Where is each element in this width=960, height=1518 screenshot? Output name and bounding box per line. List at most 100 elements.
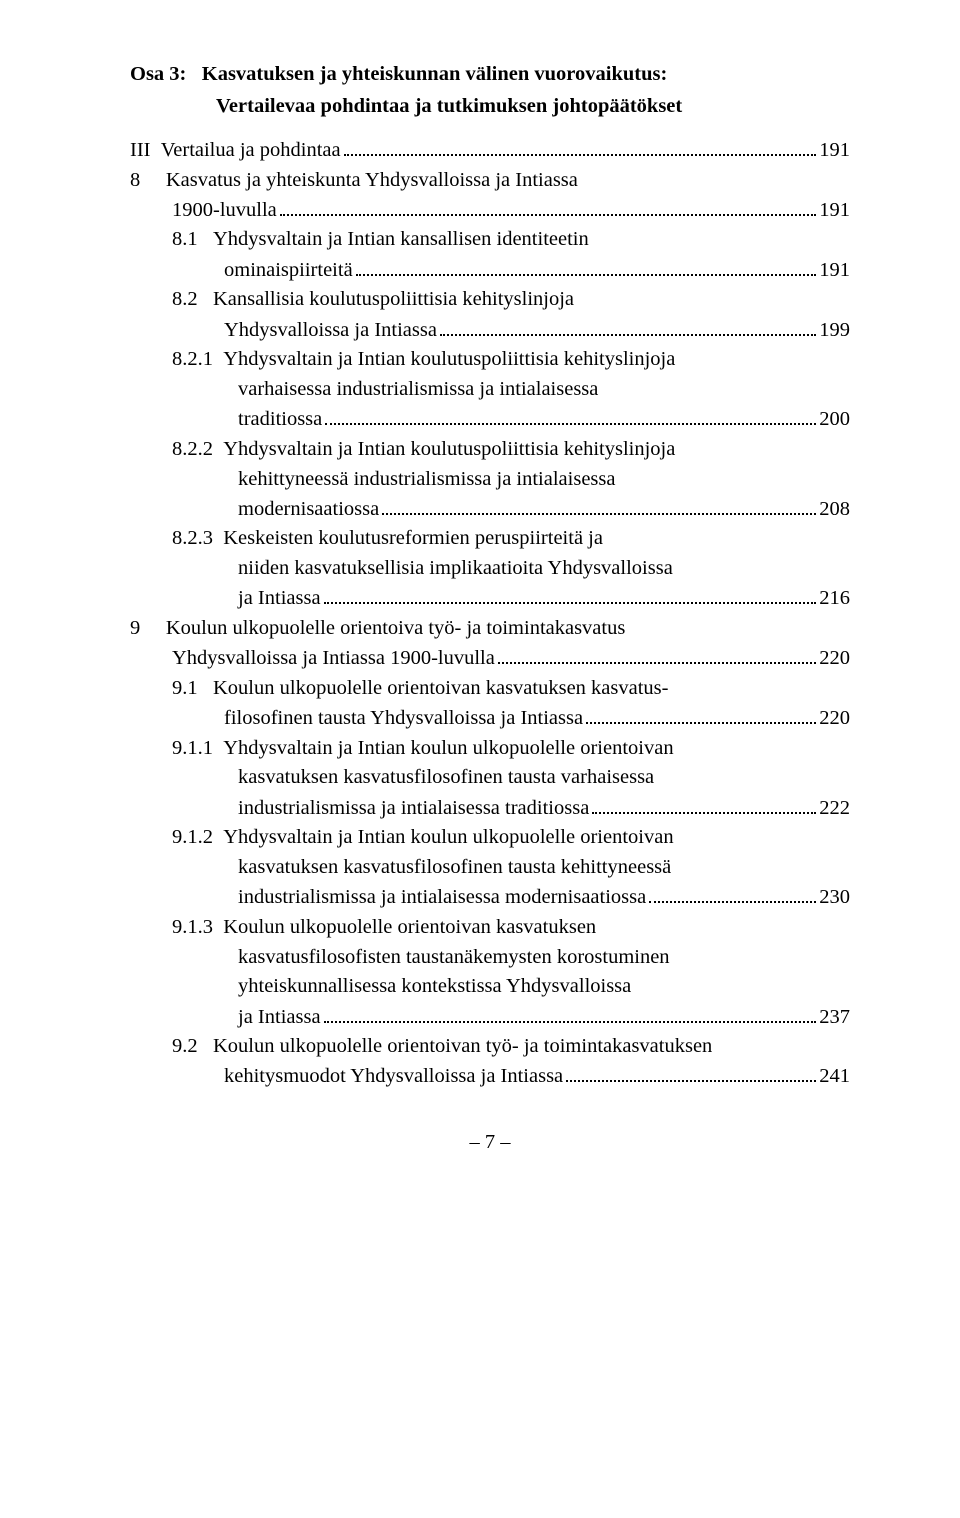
toc-text: 1900-luvulla bbox=[172, 196, 277, 226]
page-number: – 7 – bbox=[130, 1128, 850, 1158]
toc-number: 9.1 bbox=[172, 674, 198, 704]
toc-entry: 8.2.3 Keskeisten koulutusreformien perus… bbox=[130, 524, 850, 554]
toc-text: yhteiskunnallisessa kontekstissa Yhdysva… bbox=[238, 972, 631, 1002]
toc-entry-cont: filosofinen tausta Yhdysvalloissa ja Int… bbox=[130, 704, 850, 734]
osa-title-line1: Kasvatuksen ja yhteiskunnan välinen vuor… bbox=[202, 60, 668, 90]
toc-leader bbox=[586, 704, 816, 724]
toc-number: 8.2.3 bbox=[172, 524, 213, 554]
toc-text: kasvatuksen kasvatusfilosofinen tausta v… bbox=[238, 763, 654, 793]
toc-leader bbox=[592, 793, 816, 813]
toc-page: 237 bbox=[819, 1003, 850, 1033]
toc-text: kehittyneessä industrialismissa ja intia… bbox=[238, 465, 615, 495]
toc-text: Yhdysvalloissa ja Intiassa bbox=[224, 316, 437, 346]
toc-text: Koulun ulkopuolelle orientoiva työ- ja t… bbox=[166, 614, 625, 644]
toc-text: industrialismissa ja intialaisessa tradi… bbox=[238, 794, 589, 824]
toc-text: Yhdysvaltain ja Intian koulun ulkopuolel… bbox=[223, 823, 673, 853]
toc-leader bbox=[324, 1002, 817, 1022]
toc-leader bbox=[325, 405, 816, 425]
toc-page: 220 bbox=[819, 704, 850, 734]
toc-entry-cont: yhteiskunnallisessa kontekstissa Yhdysva… bbox=[130, 972, 850, 1002]
osa-label: Osa 3: bbox=[130, 60, 186, 90]
toc-entry-cont: ja Intiassa 237 bbox=[130, 1002, 850, 1032]
toc-entry-cont: Yhdysvalloissa ja Intiassa 1900-luvulla … bbox=[130, 644, 850, 674]
toc-text: Kasvatus ja yhteiskunta Yhdysvalloissa j… bbox=[166, 166, 578, 196]
toc-number: 8.2 bbox=[172, 285, 198, 315]
toc-entry-cont: modernisaatiossa 208 bbox=[130, 494, 850, 524]
toc-entry: 9.1.2 Yhdysvaltain ja Intian koulun ulko… bbox=[130, 823, 850, 853]
toc-text: kehitysmuodot Yhdysvalloissa ja Intiassa bbox=[224, 1062, 563, 1092]
toc-entry: 9.1.3 Koulun ulkopuolelle orientoivan ka… bbox=[130, 913, 850, 943]
toc-text: varhaisessa industrialismissa ja intiala… bbox=[238, 375, 598, 405]
toc-entry-cont: niiden kasvatuksellisia implikaatioita Y… bbox=[130, 554, 850, 584]
toc-entry-cont: varhaisessa industrialismissa ja intiala… bbox=[130, 375, 850, 405]
toc-number: 9.1.2 bbox=[172, 823, 213, 853]
toc-text: Kansallisia koulutuspoliittisia kehitysl… bbox=[213, 285, 574, 315]
toc-entry: 8.2.1 Yhdysvaltain ja Intian koulutuspol… bbox=[130, 345, 850, 375]
toc-text: Yhdysvaltain ja Intian koulutuspoliittis… bbox=[223, 345, 675, 375]
toc-page: 191 bbox=[819, 136, 850, 166]
toc-text: traditiossa bbox=[238, 405, 322, 435]
osa-title-line2: Vertailevaa pohdintaa ja tutkimuksen joh… bbox=[216, 92, 850, 122]
toc-page: 208 bbox=[819, 495, 850, 525]
toc-entry: 9 Koulun ulkopuolelle orientoiva työ- ja… bbox=[130, 614, 850, 644]
toc-leader bbox=[649, 883, 816, 903]
toc-page: 222 bbox=[819, 794, 850, 824]
toc-page: 241 bbox=[819, 1062, 850, 1092]
toc-entry: III Vertailua ja pohdintaa 191 bbox=[130, 135, 850, 165]
osa-heading: Osa 3: Kasvatuksen ja yhteiskunnan välin… bbox=[130, 60, 850, 90]
toc-number: 9.1.1 bbox=[172, 734, 213, 764]
toc-entry-cont: ja Intiassa 216 bbox=[130, 584, 850, 614]
toc-number: 8.2.2 bbox=[172, 435, 213, 465]
toc-leader bbox=[324, 584, 817, 604]
toc-text: modernisaatiossa bbox=[238, 495, 379, 525]
toc-text: Yhdysvaltain ja Intian koulutuspoliittis… bbox=[223, 435, 675, 465]
toc-text: Vertailua ja pohdintaa bbox=[161, 136, 341, 166]
toc-text: kasvatuksen kasvatusfilosofinen tausta k… bbox=[238, 853, 671, 883]
toc-leader bbox=[566, 1062, 816, 1082]
toc-text: Yhdysvalloissa ja Intiassa 1900-luvulla bbox=[172, 644, 495, 674]
toc-text: ja Intiassa bbox=[238, 1003, 321, 1033]
toc-entry: 8.2.2 Yhdysvaltain ja Intian koulutuspol… bbox=[130, 435, 850, 465]
toc-page: 199 bbox=[819, 316, 850, 346]
toc-entry-cont: kehitysmuodot Yhdysvalloissa ja Intiassa… bbox=[130, 1062, 850, 1092]
toc-text: Koulun ulkopuolelle orientoivan kasvatuk… bbox=[223, 913, 596, 943]
toc-number: 9.1.3 bbox=[172, 913, 213, 943]
toc-entry-cont: industrialismissa ja intialaisessa moder… bbox=[130, 883, 850, 913]
toc-leader bbox=[498, 644, 816, 664]
toc-text: niiden kasvatuksellisia implikaatioita Y… bbox=[238, 554, 673, 584]
toc-entry: 9.2 Koulun ulkopuolelle orientoivan työ-… bbox=[130, 1032, 850, 1062]
toc-text: Koulun ulkopuolelle orientoivan kasvatuk… bbox=[213, 674, 668, 704]
toc-entry: 8.2 Kansallisia koulutuspoliittisia kehi… bbox=[130, 285, 850, 315]
toc-number: III bbox=[130, 136, 150, 166]
toc-page: 220 bbox=[819, 644, 850, 674]
toc-entry-cont: kasvatusfilosofisten taustanäkemysten ko… bbox=[130, 943, 850, 973]
toc-entry-cont: ominaispiirteitä 191 bbox=[130, 255, 850, 285]
toc-number: 9 bbox=[130, 614, 140, 644]
toc-entry: 8 Kasvatus ja yhteiskunta Yhdysvalloissa… bbox=[130, 166, 850, 196]
toc-leader bbox=[440, 315, 816, 335]
toc-text: industrialismissa ja intialaisessa moder… bbox=[238, 883, 646, 913]
toc-entry-cont: traditiossa 200 bbox=[130, 405, 850, 435]
toc-text: ja Intiassa bbox=[238, 584, 321, 614]
toc-leader bbox=[382, 494, 816, 514]
toc-number: 8.1 bbox=[172, 225, 198, 255]
toc-text: Koulun ulkopuolelle orientoivan työ- ja … bbox=[213, 1032, 712, 1062]
toc-text: filosofinen tausta Yhdysvalloissa ja Int… bbox=[224, 704, 583, 734]
toc-entry-cont: kasvatuksen kasvatusfilosofinen tausta k… bbox=[130, 853, 850, 883]
toc-number: 8 bbox=[130, 166, 140, 196]
toc-text: kasvatusfilosofisten taustanäkemysten ko… bbox=[238, 943, 670, 973]
toc-entry-cont: 1900-luvulla 191 bbox=[130, 195, 850, 225]
toc-entry-cont: Yhdysvalloissa ja Intiassa 199 bbox=[130, 315, 850, 345]
toc-page: 191 bbox=[819, 256, 850, 286]
toc-page: 230 bbox=[819, 883, 850, 913]
toc-number: 8.2.1 bbox=[172, 345, 213, 375]
toc-entry-cont: kehittyneessä industrialismissa ja intia… bbox=[130, 465, 850, 495]
toc-entry: 8.1 Yhdysvaltain ja Intian kansallisen i… bbox=[130, 225, 850, 255]
toc-page: 216 bbox=[819, 584, 850, 614]
toc-text: Yhdysvaltain ja Intian koulun ulkopuolel… bbox=[223, 734, 673, 764]
toc-leader bbox=[280, 195, 816, 215]
toc-text: ominaispiirteitä bbox=[224, 256, 353, 286]
toc-entry-cont: kasvatuksen kasvatusfilosofinen tausta v… bbox=[130, 763, 850, 793]
toc-entry: 9.1 Koulun ulkopuolelle orientoivan kasv… bbox=[130, 674, 850, 704]
toc-page: 200 bbox=[819, 405, 850, 435]
